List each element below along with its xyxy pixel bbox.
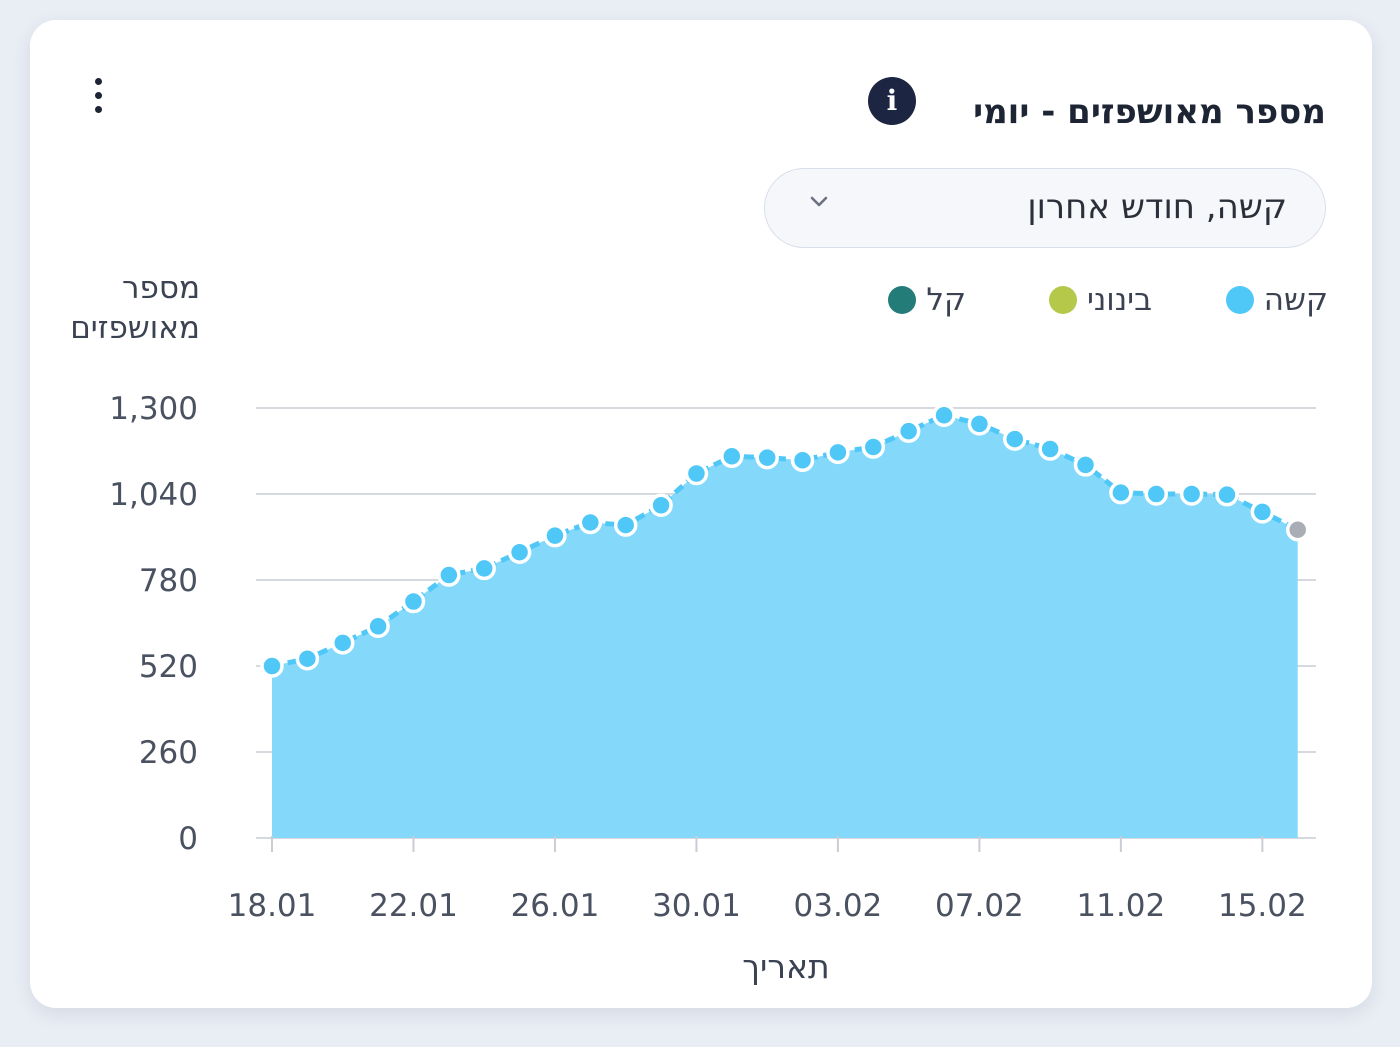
data-point[interactable] xyxy=(684,461,709,486)
x-tick-label: 22.01 xyxy=(369,888,458,924)
y-tick-label: 780 xyxy=(139,563,198,599)
data-point[interactable] xyxy=(437,563,461,587)
data-point[interactable] xyxy=(330,631,355,655)
data-point[interactable] xyxy=(1215,482,1239,507)
data-point[interactable] xyxy=(295,646,320,671)
data-point[interactable] xyxy=(649,493,673,517)
legend-item-moderate[interactable]: בינוני xyxy=(1039,282,1152,318)
data-point[interactable] xyxy=(790,448,815,473)
data-point[interactable] xyxy=(755,445,779,470)
area-chart: 0 260 520 780 1,040 1,300 18.01 22.01 26.01 30.01… xyxy=(109,391,1316,986)
y-tick-label: 0 xyxy=(178,821,198,857)
severity-period-dropdown[interactable]: קשה, חודש אחרון xyxy=(764,168,1326,248)
data-point[interactable] xyxy=(613,513,638,537)
data-point[interactable] xyxy=(826,440,850,465)
data-point[interactable] xyxy=(543,523,567,548)
data-point[interactable] xyxy=(967,412,992,436)
data-point[interactable] xyxy=(1003,427,1027,451)
x-tick-label: 07.02 xyxy=(935,888,1024,924)
legend-dot-moderate xyxy=(1048,286,1077,314)
data-point[interactable] xyxy=(1179,482,1204,506)
data-point[interactable] xyxy=(932,403,956,428)
x-tick-label: 03.02 xyxy=(794,888,883,924)
data-point[interactable] xyxy=(366,614,390,639)
kebab-menu-icon[interactable] xyxy=(86,76,110,116)
x-tick-label: 18.01 xyxy=(228,888,317,924)
data-point[interactable] xyxy=(472,556,496,581)
chevron-down-icon xyxy=(810,196,828,207)
data-point[interactable] xyxy=(401,589,426,614)
data-point[interactable] xyxy=(1038,437,1062,461)
y-tick-label: 520 xyxy=(139,649,198,685)
y-tick-label: 1,040 xyxy=(109,477,198,513)
legend-dot-severe xyxy=(1225,286,1254,314)
legend-dot-mild xyxy=(888,286,917,314)
data-point[interactable] xyxy=(1250,500,1275,524)
y-tick-label: 260 xyxy=(139,735,198,771)
x-tick-label: 30.01 xyxy=(652,888,741,924)
data-point[interactable] xyxy=(1109,480,1133,505)
dropdown-selected-value: קשה, חודש אחרון xyxy=(1027,187,1287,227)
data-point[interactable] xyxy=(1285,517,1310,542)
x-tick-label: 11.02 xyxy=(1077,888,1166,924)
data-point[interactable] xyxy=(861,435,886,459)
data-point[interactable] xyxy=(507,540,532,564)
x-axis-title: תאריך xyxy=(742,947,829,986)
y-tick-label: 1,300 xyxy=(109,391,198,427)
hospitalized-daily-widget: מספר מאושפזים - יומי i קשה, חודש אחרון ק… xyxy=(30,20,1372,1008)
series-area-severe xyxy=(272,415,1298,838)
legend-label-mild: קל xyxy=(926,282,966,318)
info-icon[interactable]: i xyxy=(868,77,916,125)
data-point[interactable] xyxy=(578,510,603,535)
widget-title: מספר מאושפזים - יומי xyxy=(973,92,1326,132)
x-tick-label: 15.02 xyxy=(1218,888,1307,924)
legend-label-moderate: בינוני xyxy=(1086,282,1152,318)
x-tick-label: 26.01 xyxy=(511,888,600,924)
y-axis-title: מספר מאושפזים xyxy=(70,270,200,346)
data-point[interactable] xyxy=(896,419,921,443)
data-point[interactable] xyxy=(1073,453,1098,477)
data-point[interactable] xyxy=(1144,482,1168,506)
legend-item-mild[interactable]: קל xyxy=(878,282,966,318)
legend-item-severe[interactable]: קשה xyxy=(1216,282,1328,318)
legend-label-severe: קשה xyxy=(1263,282,1328,318)
data-point[interactable] xyxy=(260,654,284,678)
data-point[interactable] xyxy=(720,444,744,469)
